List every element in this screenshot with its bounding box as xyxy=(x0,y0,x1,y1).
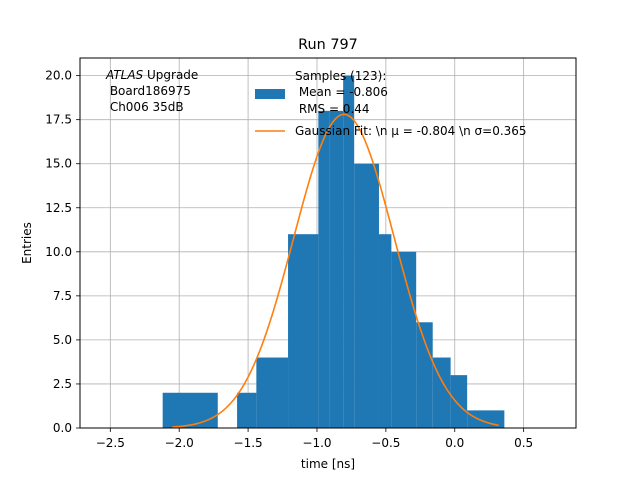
y-tick-label: 2.5 xyxy=(53,377,72,391)
annotation-line-2: Board186975 xyxy=(106,84,191,98)
histogram-bar xyxy=(354,163,379,428)
x-tick-label: −0.5 xyxy=(371,436,400,450)
histogram-bar xyxy=(162,392,218,428)
x-axis-label: time [ns] xyxy=(301,457,355,471)
chart-title: Run 797 xyxy=(298,37,358,53)
legend: Samples (123): Mean = -0.806 RMS = 0.44 … xyxy=(255,69,527,138)
x-tick-label: 0.0 xyxy=(445,436,464,450)
annotation-box: ATLAS Upgrade Board186975 Ch006 35dB xyxy=(105,68,198,114)
histogram-bar xyxy=(391,251,417,428)
annotation-atlas: ATLAS xyxy=(105,68,144,82)
histogram-bar xyxy=(318,110,330,428)
histogram-bars xyxy=(162,75,505,428)
y-tick-label: 20.0 xyxy=(45,69,72,83)
y-axis-label: Entries xyxy=(20,222,34,264)
histogram-bar xyxy=(378,234,392,428)
x-tick-label: −2.0 xyxy=(165,436,194,450)
histogram-bar xyxy=(329,110,344,428)
y-tick-label: 17.5 xyxy=(45,113,72,127)
x-tick-label: −2.5 xyxy=(96,436,125,450)
y-tick-label: 12.5 xyxy=(45,201,72,215)
annotation-line-1: ATLAS Upgrade xyxy=(105,68,198,82)
x-axis-ticks: −2.5 −2.0 −1.5 −1.0 −0.5 0.0 0.5 xyxy=(96,428,533,450)
annotation-upgrade: Upgrade xyxy=(143,68,198,82)
y-tick-label: 15.0 xyxy=(45,157,72,171)
legend-histogram-swatch xyxy=(255,89,285,99)
histogram-bar xyxy=(237,392,257,428)
x-tick-label: −1.5 xyxy=(234,436,263,450)
x-tick-label: −1.0 xyxy=(302,436,331,450)
histogram-bar xyxy=(432,357,451,428)
legend-histogram-line-1: Samples (123): xyxy=(295,69,386,83)
y-tick-label: 10.0 xyxy=(45,245,72,259)
legend-histogram-line-2: Mean = -0.806 xyxy=(295,85,388,99)
histogram-bar xyxy=(288,234,319,428)
histogram-bar xyxy=(256,357,289,428)
gaussian-fit-curve xyxy=(172,113,499,428)
legend-fit-label: Gaussian Fit: \n μ = -0.804 \n σ=0.365 xyxy=(295,124,527,138)
histogram-bar xyxy=(343,75,355,428)
y-axis-ticks: 0.0 2.5 5.0 7.5 10.0 12.5 15.0 17.5 20.0 xyxy=(45,69,80,435)
y-tick-label: 7.5 xyxy=(53,289,72,303)
y-tick-label: 0.0 xyxy=(53,421,72,435)
histogram-bar xyxy=(467,410,505,428)
annotation-line-3: Ch006 35dB xyxy=(106,100,184,114)
histogram-bar xyxy=(450,375,468,428)
axes-frame xyxy=(79,57,577,429)
x-tick-label: 0.5 xyxy=(514,436,533,450)
histogram-bar xyxy=(416,322,433,428)
legend-histogram-line-3: RMS = 0.44 xyxy=(295,102,370,116)
y-tick-label: 5.0 xyxy=(53,333,72,347)
